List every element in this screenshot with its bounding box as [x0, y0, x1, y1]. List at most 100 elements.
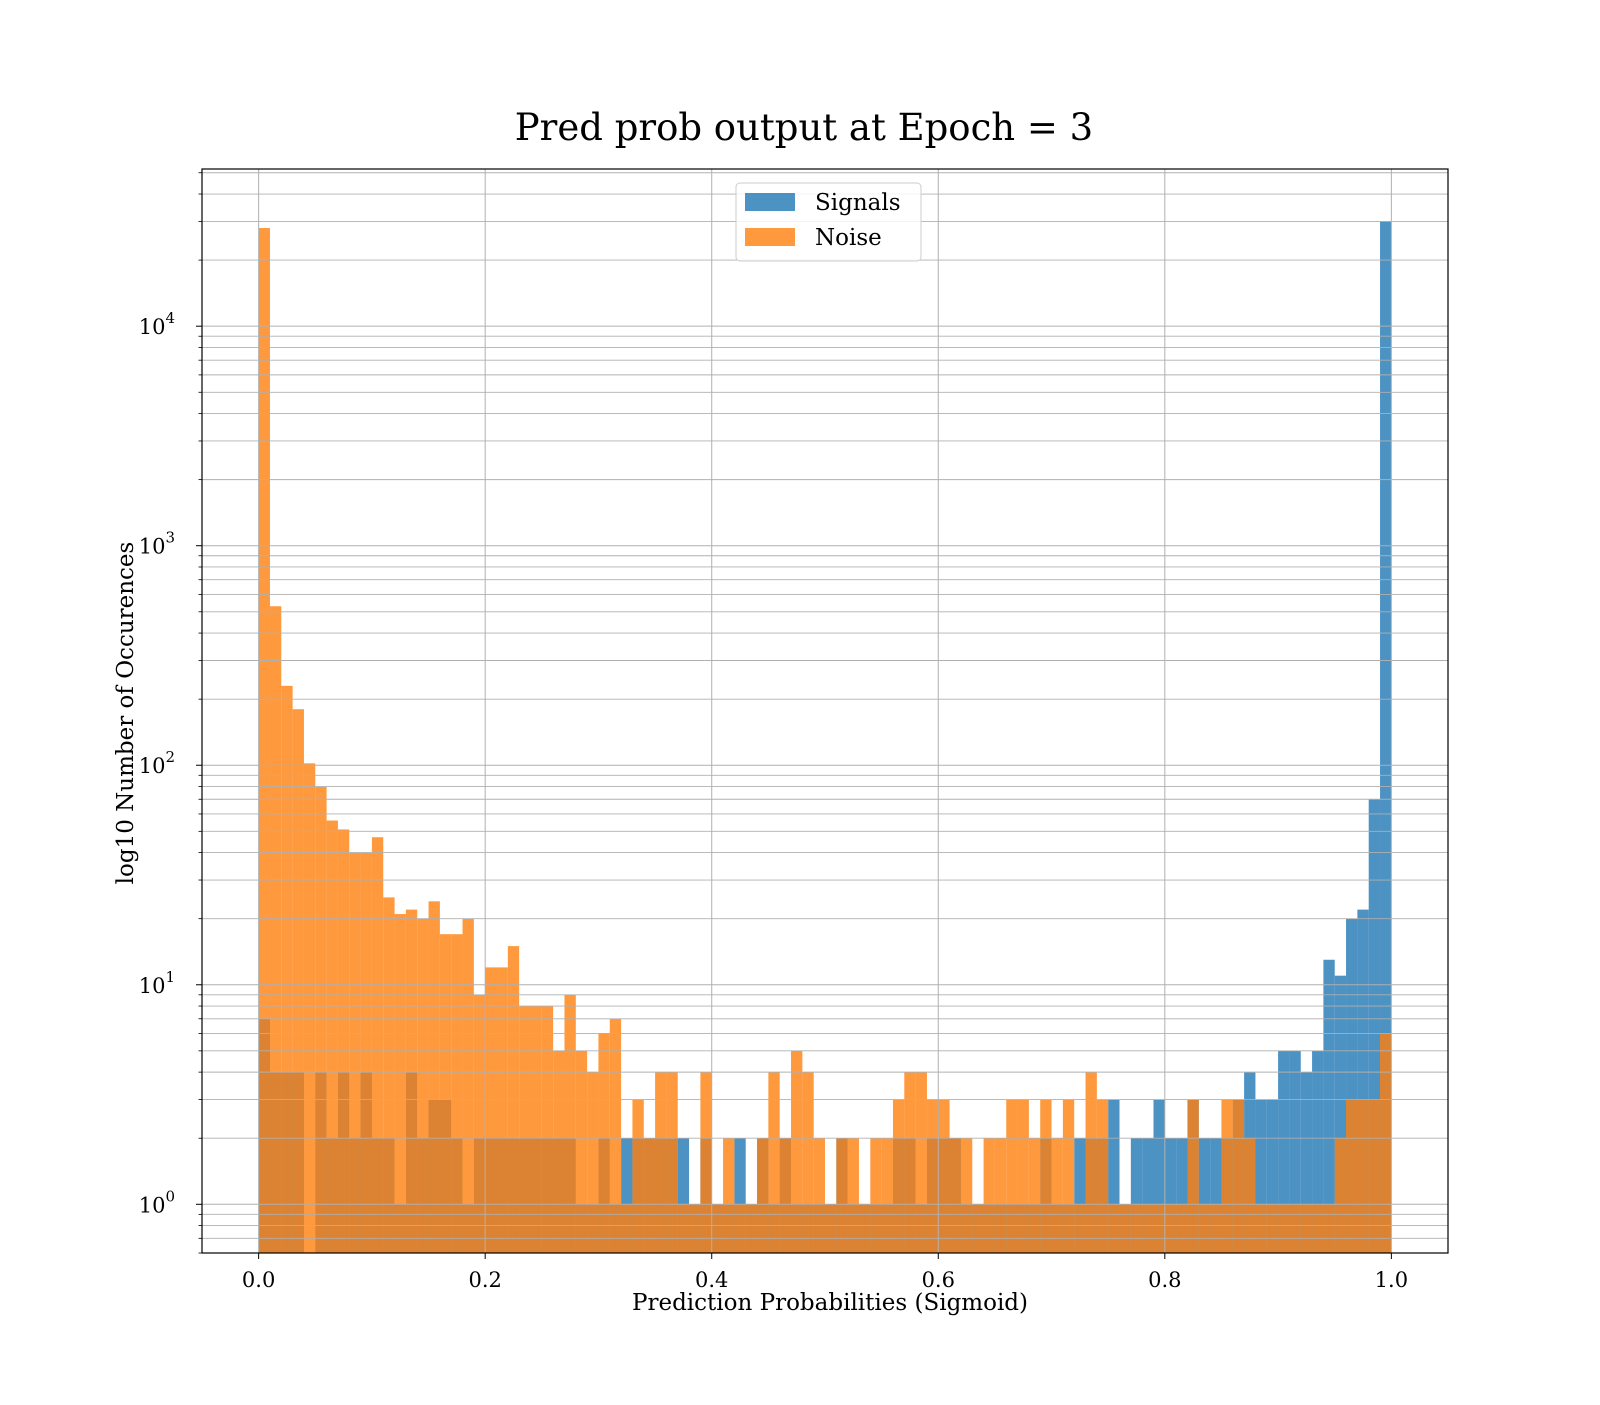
bar-noise-86 [1232, 1099, 1245, 1253]
bar-noise-24 [530, 1006, 542, 1253]
bar-noise-67 [1017, 1099, 1029, 1253]
bar-noise-63 [972, 1204, 984, 1253]
bar-signals-99 [1380, 221, 1392, 1254]
bar-noise-26 [553, 1050, 565, 1253]
bar-noise-48 [802, 1072, 814, 1253]
bar-noise-1 [269, 606, 282, 1253]
bar-noise-59 [926, 1099, 939, 1253]
y-tick-exponent-2: 2 [165, 748, 175, 766]
bar-noise-20 [485, 967, 497, 1253]
bar-noise-69 [1040, 1099, 1052, 1253]
bar-noise-18 [462, 918, 474, 1253]
bar-noise-31 [609, 1018, 622, 1253]
bar-noise-42 [734, 1204, 746, 1253]
bar-signals-88 [1255, 1099, 1267, 1253]
bar-noise-19 [473, 994, 486, 1253]
bar-signals-92 [1300, 1072, 1313, 1253]
bar-noise-36 [666, 1072, 678, 1253]
bar-noise-64 [983, 1138, 995, 1253]
bar-noise-96 [1346, 1099, 1358, 1253]
bar-signals-79 [1153, 1099, 1165, 1253]
bar-signals-89 [1266, 1099, 1279, 1253]
bar-noise-79 [1153, 1204, 1165, 1253]
bar-noise-90 [1278, 1204, 1290, 1253]
plot-area [201, 168, 1449, 1254]
x-tick-label-0: 0.0 [242, 1268, 275, 1292]
bar-noise-65 [994, 1138, 1007, 1253]
legend-swatch-signals [745, 193, 795, 211]
bar-noise-37 [677, 1204, 690, 1253]
bar-noise-54 [870, 1138, 882, 1253]
y-tick-exponent-0: 0 [165, 1187, 175, 1205]
bar-noise-38 [689, 1204, 701, 1253]
bar-signals-90 [1278, 1050, 1290, 1253]
bar-noise-93 [1312, 1204, 1324, 1253]
x-tick-label-1: 0.2 [468, 1268, 501, 1292]
bar-noise-68 [1028, 1138, 1041, 1253]
bar-signals-81 [1176, 1138, 1188, 1253]
bar-noise-50 [825, 1204, 837, 1253]
bar-noise-80 [1164, 1204, 1177, 1253]
bar-noise-75 [1108, 1204, 1120, 1253]
bar-noise-43 [745, 1204, 758, 1253]
bar-signals-94 [1323, 959, 1335, 1253]
bar-noise-81 [1176, 1204, 1188, 1253]
bar-noise-56 [892, 1099, 905, 1253]
bar-noise-5 [315, 786, 327, 1253]
y-tick-exponent-4: 4 [165, 309, 175, 327]
bar-noise-46 [779, 1138, 792, 1253]
bar-signals-37 [677, 1138, 690, 1253]
bar-noise-11 [383, 897, 395, 1253]
x-tick-label-2: 0.4 [695, 1268, 728, 1292]
bar-noise-53 [858, 1204, 871, 1253]
bar-noise-91 [1289, 1204, 1301, 1253]
bar-signals-91 [1289, 1050, 1301, 1253]
bar-noise-98 [1368, 1099, 1381, 1253]
bar-noise-34 [643, 1138, 656, 1253]
bar-noise-49 [813, 1138, 825, 1253]
bar-noise-52 [847, 1138, 859, 1253]
bar-noise-66 [1006, 1099, 1018, 1253]
bar-noise-39 [700, 1072, 712, 1253]
bar-noise-70 [1051, 1138, 1063, 1253]
bar-signals-98 [1368, 799, 1381, 1253]
bar-noise-33 [632, 1099, 644, 1253]
bar-noise-77 [1130, 1204, 1143, 1253]
grid-lines [202, 169, 1448, 1254]
bar-signals-75 [1108, 1099, 1120, 1253]
bar-noise-84 [1210, 1204, 1222, 1253]
bar-signals-97 [1357, 909, 1369, 1253]
bar-noise-25 [541, 1006, 554, 1253]
bar-noise-74 [1096, 1099, 1109, 1253]
bar-signals-80 [1164, 1138, 1177, 1253]
chart-title: Pred prob output at Epoch = 3 [515, 106, 1093, 149]
series-noise-bars [258, 228, 1392, 1253]
bar-noise-8 [349, 852, 361, 1253]
bar-noise-14 [417, 918, 429, 1253]
bar-signals-93 [1312, 1050, 1324, 1253]
bar-noise-73 [1085, 1072, 1097, 1253]
bar-noise-85 [1221, 1099, 1233, 1253]
x-tick-label-3: 0.6 [922, 1268, 955, 1292]
bar-noise-87 [1244, 1138, 1256, 1253]
y-tick-exponent-3: 3 [165, 529, 175, 547]
bar-noise-30 [598, 1033, 610, 1253]
bar-noise-7 [337, 829, 350, 1253]
x-axis-ticks: 0.0 0.2 0.4 0.6 0.8 1.0 [242, 1253, 1408, 1292]
bar-signals-84 [1210, 1138, 1222, 1253]
plot-frame [201, 168, 1449, 1254]
bar-noise-4 [303, 763, 316, 1253]
x-axis-label: Prediction Probabilities (Sigmoid) [632, 1290, 1028, 1316]
bar-noise-0 [258, 228, 270, 1253]
bar-noise-35 [655, 1072, 667, 1253]
bar-noise-16 [439, 934, 452, 1253]
legend-label-signals: Signals [815, 190, 901, 216]
bar-signals-32 [621, 1138, 633, 1253]
bar-noise-12 [394, 914, 406, 1253]
bar-noise-88 [1255, 1204, 1267, 1253]
bar-signals-72 [1074, 1138, 1086, 1253]
bar-noise-82 [1187, 1099, 1199, 1253]
y-tick-exponent-1: 1 [165, 968, 175, 986]
bar-signals-96 [1346, 918, 1358, 1253]
